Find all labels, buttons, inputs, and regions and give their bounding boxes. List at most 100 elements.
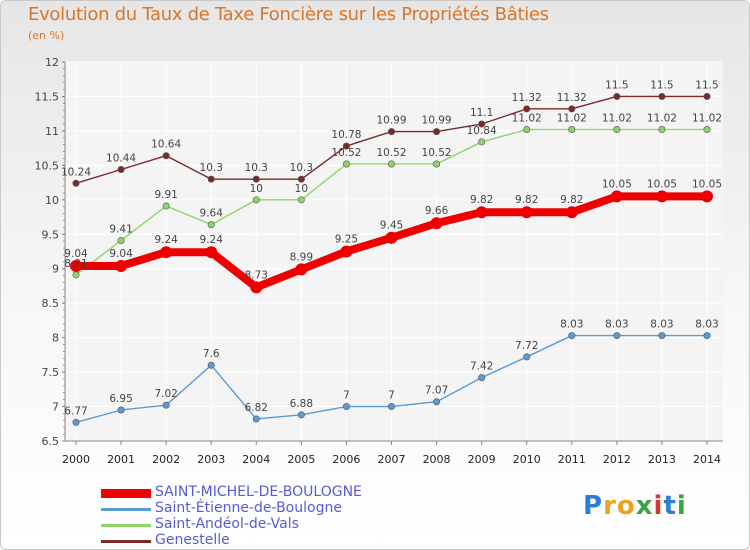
data-label: 8.73	[245, 269, 268, 281]
x-tick-label: 2006	[332, 453, 360, 466]
data-label: 7.07	[425, 385, 448, 397]
legend-swatch	[101, 524, 151, 527]
data-point	[250, 281, 263, 294]
y-tick-label: 8	[52, 332, 59, 345]
data-label: 11.5	[605, 79, 628, 91]
legend-label: Genestelle	[155, 532, 230, 548]
logo-letter: r	[603, 491, 617, 521]
data-point	[520, 206, 533, 219]
data-point	[252, 196, 260, 204]
data-label: 10.52	[376, 147, 406, 159]
y-tick-label: 9	[52, 263, 59, 276]
data-label: 8.03	[605, 319, 628, 331]
x-tick-label: 2014	[693, 453, 721, 466]
data-label: 8.91	[64, 258, 87, 270]
x-tick-label: 2009	[468, 453, 496, 466]
y-tick-label: 10.5	[35, 159, 60, 172]
data-point	[162, 202, 170, 210]
data-label: 10.78	[331, 129, 361, 141]
data-label: 11.32	[557, 92, 587, 104]
data-point	[478, 120, 486, 128]
data-label: 9.82	[470, 194, 493, 206]
data-labels: 10.24 10.44 10.64 10.3 10.3 10.3 10.78 10.99 10.…	[61, 79, 722, 417]
chart-title: Evolution du Taux de Taxe Foncière sur l…	[28, 4, 549, 25]
data-label: 9.41	[109, 223, 132, 235]
data-point	[160, 246, 173, 259]
data-point	[72, 271, 80, 279]
legend-swatch	[101, 540, 151, 543]
x-tick-label: 2013	[648, 453, 676, 466]
data-label: 7	[343, 390, 350, 402]
data-point	[523, 105, 531, 113]
x-tick-label: 2003	[197, 453, 225, 466]
data-label: 10.44	[106, 152, 136, 164]
data-label: 9.25	[335, 234, 358, 246]
legend-swatch	[101, 508, 151, 511]
x-tick-label: 2000	[62, 453, 90, 466]
data-label: 10.52	[331, 147, 361, 159]
data-label: 10	[250, 183, 263, 195]
data-label: 8.99	[290, 251, 313, 263]
data-label: 9.91	[154, 189, 177, 201]
x-tick-label: 2002	[152, 453, 180, 466]
y-tick-label: 11.5	[35, 90, 60, 103]
data-label: 6.82	[245, 402, 268, 414]
data-point	[252, 415, 260, 423]
legend-label: Saint-Étienne-de-Boulogne	[155, 500, 342, 516]
data-point	[701, 190, 713, 203]
data-point	[387, 160, 395, 168]
data-point	[115, 259, 128, 272]
logo-letter: x	[635, 491, 654, 521]
data-label: 10.3	[290, 162, 313, 174]
data-point	[658, 126, 666, 134]
data-label: 7.72	[515, 340, 538, 352]
data-label: 11.5	[695, 79, 718, 91]
data-label: 9.24	[154, 234, 178, 246]
y-tick-label: 8.5	[42, 297, 60, 310]
y-tick-label: 9.5	[42, 228, 60, 241]
x-tick-label: 2010	[513, 453, 541, 466]
data-label: 10.52	[422, 147, 452, 159]
data-point	[72, 418, 80, 426]
data-point	[433, 128, 441, 136]
y-tick-label: 7.5	[42, 366, 60, 379]
data-point	[340, 245, 353, 258]
data-point	[162, 152, 170, 160]
data-point	[568, 105, 576, 113]
y-tick-label: 6.5	[42, 435, 60, 448]
data-label: 7.42	[470, 361, 493, 373]
data-point	[387, 128, 395, 136]
data-label: 11.02	[512, 113, 542, 125]
data-point	[205, 246, 218, 259]
data-point	[613, 92, 621, 100]
data-label: 11.02	[647, 113, 677, 125]
data-label: 9.66	[425, 205, 449, 217]
data-label: 7.02	[154, 388, 177, 400]
data-point	[207, 175, 215, 183]
data-label: 9.64	[200, 208, 224, 220]
data-label: 10.64	[151, 139, 181, 151]
data-label: 10.84	[467, 125, 497, 137]
x-tick-label: 2012	[603, 453, 631, 466]
data-point	[342, 160, 350, 168]
data-point	[568, 332, 576, 340]
x-tick-label: 2011	[558, 453, 586, 466]
data-point	[387, 403, 395, 411]
axes: 6.5 7 7.5 8 8.5 9 9.5 10 10.5 11 11.5 12 2000 2001 200…	[35, 56, 723, 466]
data-point	[70, 259, 82, 272]
data-label: 10.99	[376, 115, 406, 127]
data-label: 11.02	[602, 113, 632, 125]
proxiti-logo: Proxiti	[583, 491, 687, 521]
data-point	[703, 126, 711, 134]
logo-letter: t	[663, 491, 677, 521]
data-point	[523, 353, 531, 361]
data-label: 7.6	[203, 348, 220, 360]
data-point	[207, 221, 215, 229]
data-label: 10.05	[602, 178, 632, 190]
data-point	[117, 236, 125, 244]
data-point	[565, 206, 578, 219]
data-point	[478, 138, 486, 146]
data-point	[430, 217, 443, 230]
series-layer	[70, 92, 713, 426]
x-tick-label: 2007	[378, 453, 406, 466]
